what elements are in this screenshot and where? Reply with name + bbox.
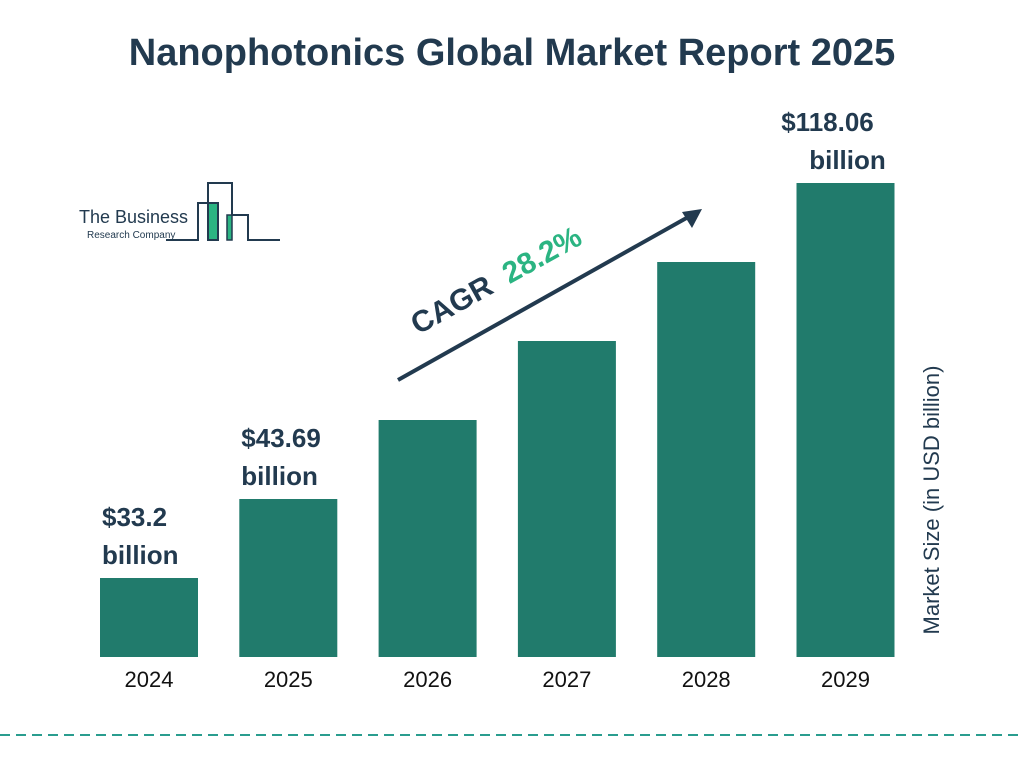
bar-2025 <box>239 499 338 657</box>
x-tick-label: 2028 <box>682 667 731 692</box>
x-tick-label: 2025 <box>264 667 313 692</box>
x-tick-label: 2027 <box>542 667 591 692</box>
bar-2029 <box>796 183 895 657</box>
data-label-value: $43.69 <box>241 423 321 453</box>
logo: The Business Research Company <box>79 182 280 241</box>
x-tick-label: 2026 <box>403 667 452 692</box>
bar-2028 <box>657 262 756 657</box>
logo-line2: Research Company <box>87 230 175 241</box>
data-label-unit: billion <box>241 461 318 491</box>
data-label-value: $118.06 <box>781 107 874 137</box>
bar-2026 <box>378 420 477 657</box>
data-label-unit: billion <box>809 145 886 175</box>
chart-title: Nanophotonics Global Market Report 2025 <box>128 32 896 74</box>
bar-2024 <box>100 578 198 657</box>
bar-2027 <box>517 341 616 657</box>
logo-line1: The Business <box>79 207 188 227</box>
data-label-value: $33.2 <box>102 502 167 532</box>
x-tick-label: 2024 <box>125 667 174 692</box>
data-label-unit: billion <box>102 540 179 570</box>
x-tick-label: 2029 <box>821 667 870 692</box>
